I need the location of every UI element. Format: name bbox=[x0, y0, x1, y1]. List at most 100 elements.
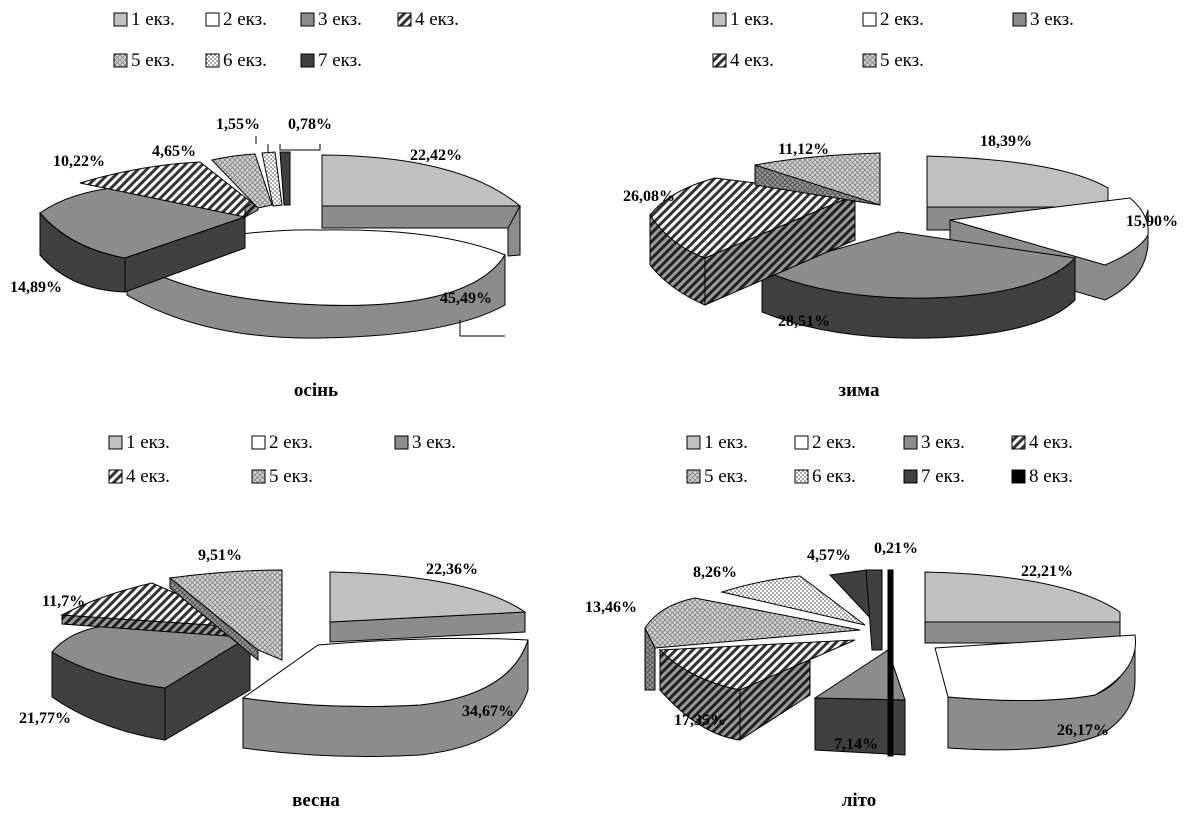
legend-swatch-2 bbox=[862, 12, 877, 27]
legend-swatch-3 bbox=[394, 435, 409, 450]
legend: 1 екз. 2 екз. 3 екз. 4 екз. 5 екз. 6 екз… bbox=[686, 432, 1073, 487]
legend-label-5: 5 екз. bbox=[269, 466, 313, 487]
legend-swatch-5 bbox=[113, 53, 128, 68]
legend-swatch-6 bbox=[794, 469, 809, 484]
legend: 1 екз. 2 екз. 3 екз. 4 екз. 5 екз. bbox=[712, 9, 1074, 71]
legend-label-5: 5 екз. bbox=[704, 466, 748, 487]
legend-swatch-4 bbox=[1011, 435, 1026, 450]
legend-label-7: 7 екз. bbox=[921, 466, 965, 487]
legend-label-4: 4 екз. bbox=[1029, 432, 1073, 453]
data-label-3: 14,89% bbox=[10, 279, 62, 296]
data-label-4: 17,35% bbox=[674, 712, 726, 729]
legend-swatch-1 bbox=[108, 435, 123, 450]
legend-label-6: 6 екз. bbox=[812, 466, 856, 487]
chart-summer: 1 екз. 2 екз. 3 екз. 4 екз. 5 екз. 6 екз… bbox=[585, 432, 1136, 811]
legend-label-2: 2 екз. bbox=[223, 9, 267, 30]
slice-5 bbox=[754, 152, 881, 206]
data-label-4: 11,7% bbox=[42, 593, 85, 610]
data-label-4: 26,08% bbox=[623, 188, 675, 205]
legend-swatch-4 bbox=[108, 469, 123, 484]
data-label-3: 21,77% bbox=[19, 710, 71, 727]
legend-swatch-4 bbox=[712, 53, 727, 68]
legend-swatch-5 bbox=[862, 53, 877, 68]
chart-spring: 1 екз. 2 екз. 3 екз. 4 екз. 5 екз. bbox=[19, 432, 529, 811]
legend-label-5: 5 екз. bbox=[880, 50, 924, 71]
legend-swatch-3 bbox=[903, 435, 918, 450]
legend-swatch-3 bbox=[300, 12, 315, 27]
data-label-1: 22,36% bbox=[426, 561, 478, 578]
slice-7 bbox=[828, 569, 883, 651]
legend-label-6: 6 екз. bbox=[223, 50, 267, 71]
data-label-2: 45,49% bbox=[440, 290, 492, 307]
legend-label-7: 7 екз. bbox=[318, 50, 362, 71]
data-label-5: 4,65% bbox=[152, 143, 196, 160]
data-labels: 22,36% 34,67% 21,77% 11,7% 9,51% bbox=[19, 547, 514, 727]
legend-label-5: 5 екз. bbox=[131, 50, 175, 71]
legend-swatch-4 bbox=[397, 12, 412, 27]
legend-swatch-7 bbox=[903, 469, 918, 484]
legend-swatch-2 bbox=[205, 12, 220, 27]
slice-1 bbox=[321, 154, 522, 257]
chart-winter: 1 екз. 2 екз. 3 екз. 4 екз. 5 екз. bbox=[623, 9, 1178, 401]
data-label-2: 26,17% bbox=[1057, 722, 1109, 739]
data-label-4: 10,22% bbox=[53, 153, 105, 170]
legend-swatch-5 bbox=[686, 469, 701, 484]
legend-label-1: 1 екз. bbox=[730, 9, 774, 30]
data-label-7: 4,57% bbox=[807, 547, 851, 564]
legend: 1 екз. 2 екз. 3 екз. 4 екз. 5 екз. bbox=[108, 432, 456, 487]
legend-swatch-1 bbox=[686, 435, 701, 450]
legend-swatch-6 bbox=[205, 53, 220, 68]
data-labels: 22,21% 26,17% 7,14% 17,35% 13,46% 8,26% … bbox=[585, 540, 1109, 753]
pie-slices bbox=[39, 151, 522, 339]
slice-6 bbox=[720, 575, 866, 626]
slice-3 bbox=[760, 231, 1077, 339]
data-label-5: 13,46% bbox=[585, 599, 637, 616]
data-label-1: 22,42% bbox=[410, 147, 462, 164]
slice-2 bbox=[241, 637, 529, 757]
legend-swatch-3 bbox=[1012, 12, 1027, 27]
legend-swatch-1 bbox=[712, 12, 727, 27]
slice-3 bbox=[51, 624, 252, 741]
chart-title: літо bbox=[842, 790, 877, 811]
legend-swatch-1 bbox=[113, 12, 128, 27]
data-label-2: 34,67% bbox=[462, 703, 514, 720]
pie-slices bbox=[649, 152, 1149, 339]
slice-4 bbox=[658, 639, 856, 741]
chart-title: весна bbox=[292, 790, 340, 811]
legend-label-1: 1 екз. bbox=[126, 432, 170, 453]
chart-title: осінь bbox=[294, 380, 338, 401]
legend-swatch-8 bbox=[1011, 469, 1026, 484]
data-label-6: 8,26% bbox=[693, 564, 737, 581]
pie-slices bbox=[51, 569, 529, 757]
legend-label-3: 3 екз. bbox=[1030, 9, 1074, 30]
legend-label-4: 4 екз. bbox=[415, 9, 459, 30]
slice-5 bbox=[644, 597, 861, 691]
data-label-3: 7,14% bbox=[834, 736, 878, 753]
slice-5 bbox=[168, 569, 283, 662]
legend: 1 екз. 2 екз. 3 екз. 4 екз. 5 екз. 6 екз… bbox=[113, 9, 459, 71]
pie-slices bbox=[644, 569, 1136, 757]
slice-8 bbox=[887, 569, 894, 757]
legend-label-2: 2 екз. bbox=[812, 432, 856, 453]
legend-label-3: 3 екз. bbox=[921, 432, 965, 453]
slice-2 bbox=[934, 634, 1136, 751]
legend-label-2: 2 екз. bbox=[269, 432, 313, 453]
legend-swatch-2 bbox=[251, 435, 266, 450]
data-label-3: 28,51% bbox=[778, 313, 830, 330]
legend-label-1: 1 екз. bbox=[131, 9, 175, 30]
data-label-8: 0,21% bbox=[874, 540, 918, 557]
data-label-1: 18,39% bbox=[980, 133, 1032, 150]
legend-swatch-5 bbox=[251, 469, 266, 484]
legend-label-1: 1 екз. bbox=[704, 432, 748, 453]
data-label-6: 1,55% bbox=[216, 116, 260, 133]
slice-3 bbox=[813, 649, 906, 756]
data-label-5: 9,51% bbox=[198, 547, 242, 564]
chart-autumn: 1 екз. 2 екз. 3 екз. 4 екз. 5 екз. 6 екз… bbox=[10, 9, 522, 401]
legend-label-4: 4 екз. bbox=[730, 50, 774, 71]
slice-1 bbox=[329, 571, 527, 643]
legend-label-3: 3 екз. bbox=[412, 432, 456, 453]
slice-7 bbox=[279, 151, 291, 206]
legend-swatch-7 bbox=[300, 53, 315, 68]
leader-lines bbox=[255, 136, 505, 337]
